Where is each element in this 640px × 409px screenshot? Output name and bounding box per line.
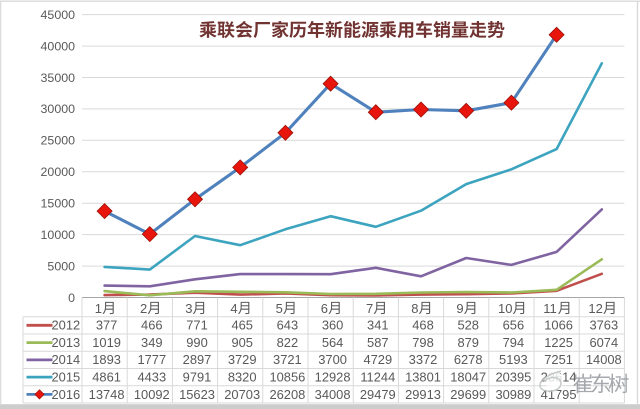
svg-text:465: 465: [231, 318, 253, 333]
svg-text:20000: 20000: [41, 165, 76, 179]
svg-text:2012: 2012: [52, 318, 81, 333]
svg-text:13748: 13748: [89, 387, 125, 402]
svg-text:30000: 30000: [41, 102, 76, 116]
svg-text:8320: 8320: [228, 370, 257, 385]
svg-text:10: 10: [498, 301, 512, 316]
svg-text:30989: 30989: [495, 387, 531, 402]
svg-text:9791: 9791: [183, 370, 212, 385]
svg-text:656: 656: [503, 318, 525, 333]
svg-text:1777: 1777: [137, 352, 166, 367]
svg-text:3763: 3763: [589, 318, 618, 333]
svg-text:2897: 2897: [183, 352, 212, 367]
svg-text:3729: 3729: [228, 352, 257, 367]
svg-text:643: 643: [277, 318, 299, 333]
svg-text:11244: 11244: [360, 370, 395, 385]
svg-text:4861: 4861: [92, 370, 121, 385]
svg-text:1019: 1019: [92, 335, 121, 350]
svg-text:822: 822: [277, 335, 299, 350]
svg-text:20703: 20703: [224, 387, 260, 402]
svg-text:29479: 29479: [360, 387, 396, 402]
svg-text:1: 1: [95, 301, 102, 316]
svg-text:3700: 3700: [318, 352, 347, 367]
svg-text:377: 377: [96, 318, 118, 333]
svg-text:5: 5: [276, 301, 283, 316]
svg-text:3721: 3721: [273, 352, 302, 367]
svg-text:10000: 10000: [41, 228, 76, 242]
svg-text:4: 4: [230, 301, 237, 316]
svg-text:466: 466: [141, 318, 163, 333]
svg-text:35000: 35000: [41, 71, 76, 85]
svg-text:2016: 2016: [52, 387, 81, 402]
svg-text:8: 8: [411, 301, 418, 316]
svg-text:12928: 12928: [315, 370, 351, 385]
svg-text:771: 771: [186, 318, 208, 333]
svg-text:34008: 34008: [315, 387, 351, 402]
svg-text:15623: 15623: [179, 387, 215, 402]
svg-text:15000: 15000: [41, 197, 76, 211]
svg-text:6278: 6278: [454, 352, 483, 367]
svg-text:798: 798: [412, 335, 434, 350]
svg-text:564: 564: [322, 335, 344, 350]
svg-text:468: 468: [412, 318, 434, 333]
svg-text:2014: 2014: [52, 352, 81, 367]
svg-text:2015: 2015: [52, 370, 81, 385]
svg-text:1893: 1893: [92, 352, 121, 367]
svg-text:0: 0: [68, 291, 75, 305]
svg-text:341: 341: [367, 318, 389, 333]
svg-text:2013: 2013: [52, 335, 81, 350]
svg-text:990: 990: [186, 335, 208, 350]
svg-text:13801: 13801: [405, 370, 441, 385]
svg-text:528: 528: [457, 318, 479, 333]
svg-text:7: 7: [366, 301, 373, 316]
svg-text:794: 794: [503, 335, 525, 350]
svg-text:879: 879: [457, 335, 479, 350]
svg-text:3372: 3372: [409, 352, 438, 367]
svg-text:29913: 29913: [405, 387, 441, 402]
svg-text:25000: 25000: [41, 134, 76, 148]
svg-text:9: 9: [456, 301, 463, 316]
svg-text:6074: 6074: [589, 335, 618, 350]
svg-text:4729: 4729: [363, 352, 392, 367]
svg-text:5193: 5193: [499, 352, 528, 367]
svg-text:11: 11: [543, 301, 557, 316]
svg-text:5000: 5000: [47, 259, 75, 273]
svg-text:26208: 26208: [269, 387, 305, 402]
svg-text:20395: 20395: [495, 370, 531, 385]
svg-text:587: 587: [367, 335, 389, 350]
svg-text:905: 905: [231, 335, 253, 350]
svg-text:360: 360: [322, 318, 344, 333]
svg-text:29699: 29699: [450, 387, 486, 402]
svg-text:45000: 45000: [41, 8, 76, 22]
svg-text:1225: 1225: [544, 335, 573, 350]
svg-text:1066: 1066: [544, 318, 573, 333]
svg-text:2: 2: [140, 301, 147, 316]
svg-text:10092: 10092: [134, 387, 170, 402]
svg-text:10856: 10856: [269, 370, 305, 385]
svg-text:7251: 7251: [544, 352, 573, 367]
svg-text:40000: 40000: [41, 39, 76, 53]
svg-text:6: 6: [321, 301, 328, 316]
svg-text:349: 349: [141, 335, 163, 350]
svg-text:4433: 4433: [137, 370, 166, 385]
svg-text:14008: 14008: [586, 352, 622, 367]
svg-text:12: 12: [588, 301, 602, 316]
svg-text:18047: 18047: [450, 370, 486, 385]
svg-text:3: 3: [185, 301, 192, 316]
